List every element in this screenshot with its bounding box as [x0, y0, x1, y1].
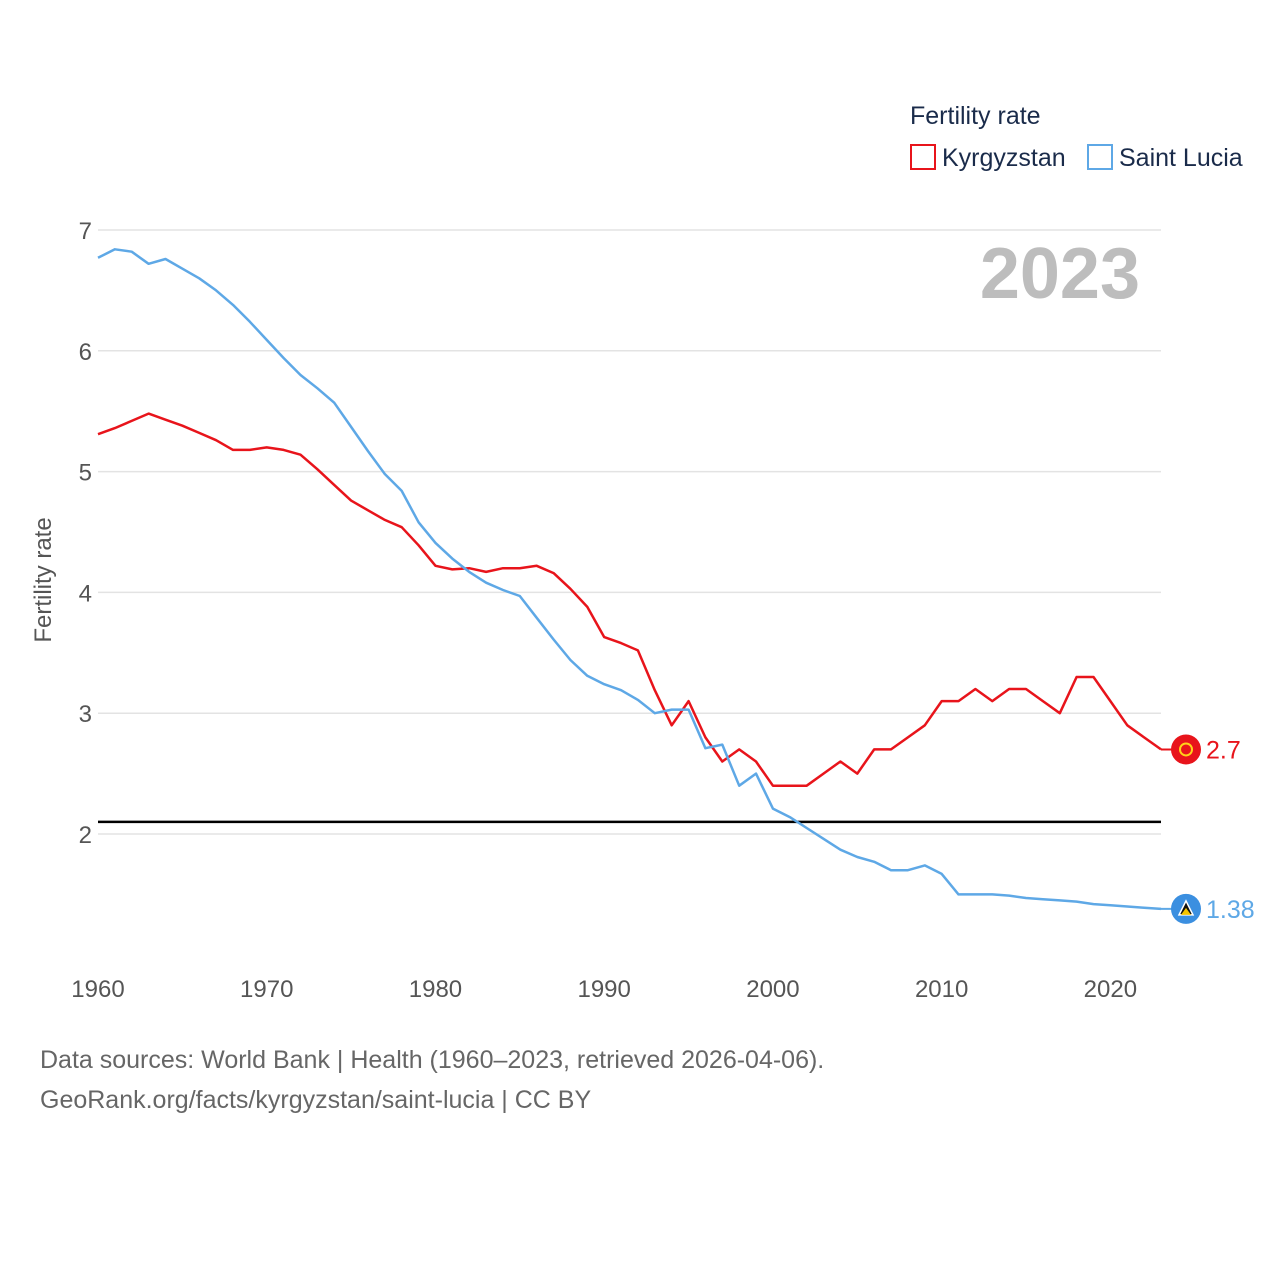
- y-axis-ticks: 2 3 4 5 6 7: [79, 218, 92, 849]
- grid: [98, 229, 1161, 835]
- triangle-gold-icon: [1181, 907, 1191, 915]
- x-tick-label: 2010: [915, 976, 968, 1003]
- x-tick-label: 1990: [577, 976, 630, 1003]
- legend-title: Fertility rate: [910, 102, 1041, 130]
- x-tick-label: 1970: [240, 976, 293, 1003]
- chart: 2 3 4 5 6 7 1960 1970 1980 1990 2000 2010 2020 Fert…: [30, 102, 1255, 1003]
- attribution-line[interactable]: GeoRank.org/facts/kyrgyzstan/saint-lucia…: [40, 1086, 592, 1114]
- end-value-label-saint-lucia: 1.38: [1206, 896, 1255, 924]
- data-source-footer: Data sources: World Bank | Health (1960–…: [40, 1040, 824, 1120]
- x-tick-label: 2000: [746, 976, 799, 1003]
- y-tick-label: 6: [79, 339, 92, 366]
- y-tick-label: 7: [79, 218, 92, 245]
- legend-swatch-kyrgyzstan: [910, 144, 936, 170]
- legend: Fertility rate Kyrgyzstan Saint Lucia: [910, 102, 1243, 172]
- legend-label-kyrgyzstan: Kyrgyzstan: [942, 144, 1066, 172]
- current-year-label: 2023: [980, 234, 1140, 314]
- legend-item-kyrgyzstan[interactable]: Kyrgyzstan: [910, 144, 1066, 172]
- y-tick-label: 2: [79, 822, 92, 849]
- x-axis-ticks: 1960 1970 1980 1990 2000 2010 2020: [71, 976, 1137, 1003]
- x-tick-label: 2020: [1084, 976, 1137, 1003]
- y-tick-label: 5: [79, 460, 92, 487]
- x-tick-label: 1980: [409, 976, 462, 1003]
- legend-item-saint-lucia[interactable]: Saint Lucia: [1087, 144, 1243, 172]
- source-line: Data sources: World Bank | Health (1960–…: [40, 1046, 825, 1074]
- legend-label-saint-lucia: Saint Lucia: [1119, 144, 1243, 172]
- y-axis-title: Fertility rate: [30, 517, 57, 642]
- series-line-saint-lucia: [97, 248, 1162, 911]
- legend-swatch-saint-lucia: [1087, 144, 1113, 170]
- series-line-kyrgyzstan: [97, 412, 1162, 787]
- y-tick-label: 4: [79, 580, 92, 607]
- series-lines: [97, 248, 1162, 911]
- flag-kyrgyzstan-icon: [1171, 734, 1201, 765]
- x-tick-label: 1960: [71, 976, 124, 1003]
- series-end-markers: 2.7 1.38: [1161, 734, 1255, 924]
- sun-emblem-icon: [1179, 742, 1193, 757]
- end-value-label-kyrgyzstan: 2.7: [1206, 736, 1241, 764]
- y-tick-label: 3: [79, 701, 92, 728]
